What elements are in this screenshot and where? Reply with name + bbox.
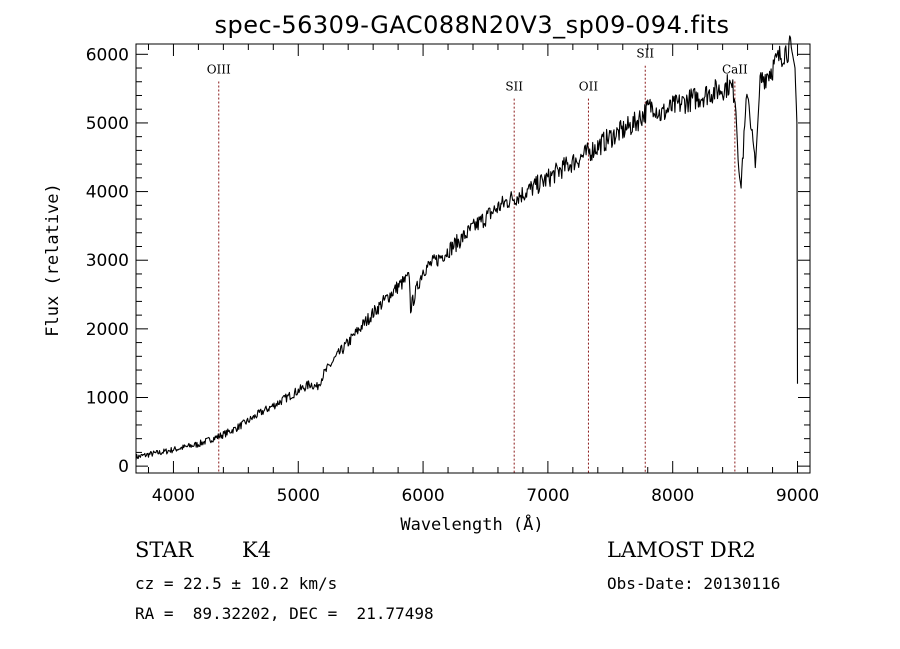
ra-dec-coordinates: RA = 89.32202, DEC = 21.77498: [135, 604, 434, 623]
x-axis-ticks: 4000 5000 6000 7000 8000 9000: [147, 44, 819, 506]
y-axis-ticks: 0 1000 2000 3000 4000 5000 6000: [86, 45, 810, 477]
flux-spectrum-line: [135, 35, 799, 461]
spectral-line-label: CaII: [722, 63, 748, 77]
object-subclass: K4: [242, 538, 272, 562]
spectral-line-label: SII: [505, 80, 523, 94]
y-tick-label: 3000: [86, 251, 129, 271]
survey-name: LAMOST DR2: [607, 538, 756, 562]
object-class: STAR: [135, 538, 194, 562]
y-tick-label: 1000: [86, 388, 129, 408]
observation-date: Obs-Date: 20130116: [607, 574, 781, 593]
x-tick-label: 9000: [776, 486, 819, 506]
y-tick-label: 2000: [86, 320, 129, 340]
x-axis-label: Wavelength (Å): [400, 513, 543, 535]
spectral-line-label: SII: [636, 47, 654, 61]
x-tick-label: 5000: [277, 486, 320, 506]
spectral-line-label: OII: [579, 80, 599, 94]
x-tick-label: 6000: [401, 486, 444, 506]
emission-line-markers: OIII SII OII SII CaII: [207, 47, 748, 473]
y-tick-label: 5000: [86, 114, 129, 134]
y-tick-label: 6000: [86, 45, 129, 65]
spectral-line-label: OIII: [207, 63, 231, 77]
x-tick-label: 4000: [152, 486, 195, 506]
y-tick-label: 0: [118, 457, 129, 477]
x-tick-label: 8000: [651, 486, 694, 506]
x-tick-label: 7000: [526, 486, 569, 506]
plot-frame: [135, 43, 811, 474]
chart-title: spec-56309-GAC088N20V3_sp09-094.fits: [215, 11, 730, 39]
y-tick-label: 4000: [86, 183, 129, 203]
redshift-cz: cz = 22.5 ± 10.2 km/s: [135, 574, 338, 593]
y-axis-label: Flux (relative): [43, 183, 63, 337]
